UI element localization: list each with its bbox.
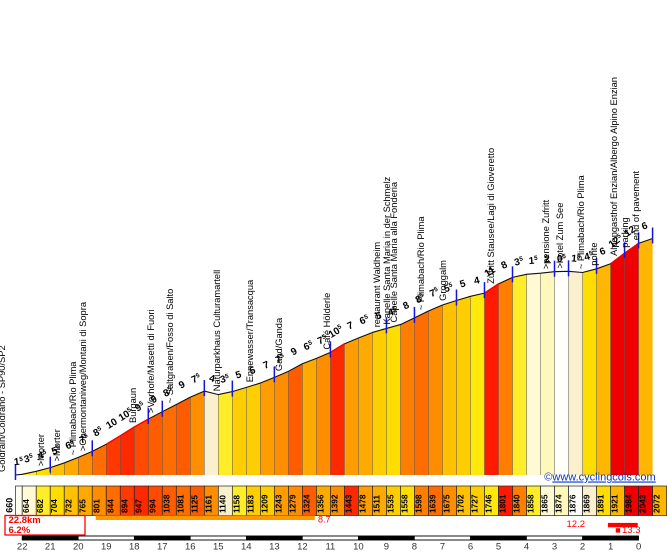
svg-text:7: 7: [440, 542, 445, 553]
svg-text:12.2: 12.2: [567, 519, 586, 530]
svg-text:10: 10: [353, 542, 364, 553]
svg-text:765: 765: [77, 499, 87, 513]
svg-text:>Vorhofe/Masetti di Fuori: >Vorhofe/Masetti di Fuori: [146, 309, 156, 413]
svg-text:>pensione Zufritt: >pensione Zufritt: [541, 199, 551, 269]
svg-text:19: 19: [101, 542, 112, 553]
svg-text:16: 16: [185, 542, 196, 553]
svg-text:18: 18: [129, 542, 140, 553]
svg-text:1801: 1801: [498, 494, 508, 513]
svg-text:947: 947: [133, 499, 143, 513]
svg-text:Ennewasser/Transacqua: Ennewasser/Transacqua: [245, 279, 255, 382]
svg-text:©www.cyclingcols.com: ©www.cyclingcols.com: [544, 472, 655, 484]
svg-text:2: 2: [580, 542, 585, 553]
svg-text:>hotel Zum See: >hotel Zum See: [555, 203, 565, 269]
svg-text:20: 20: [73, 542, 84, 553]
svg-text:1081: 1081: [175, 494, 185, 513]
svg-text:1158: 1158: [231, 495, 241, 513]
svg-text:1535: 1535: [385, 494, 395, 513]
svg-text:Groggalm: Groggalm: [438, 260, 448, 301]
svg-text:704: 704: [49, 499, 59, 513]
svg-text:Café Hölderle: Café Hölderle: [322, 293, 332, 350]
svg-text:1675: 1675: [441, 494, 451, 513]
svg-text:1443: 1443: [343, 494, 353, 513]
svg-text:ponte: ponte: [589, 242, 599, 265]
svg-text:13.3: 13.3: [622, 525, 641, 536]
svg-text:801: 801: [91, 499, 101, 513]
svg-text:9: 9: [384, 542, 389, 553]
svg-text:1356: 1356: [315, 494, 325, 513]
svg-text:660: 660: [5, 498, 15, 513]
svg-text:restaurant Waldheim: restaurant Waldheim: [372, 242, 382, 328]
svg-text:1921: 1921: [610, 494, 620, 513]
svg-text:1125: 1125: [189, 495, 199, 513]
svg-text:Gand/Ganda: Gand/Ganda: [274, 317, 284, 371]
svg-text:~ Plimabach/Rio Plima: ~ Plimabach/Rio Plima: [416, 216, 426, 311]
svg-text:1702: 1702: [455, 494, 465, 513]
svg-text:844: 844: [105, 499, 115, 513]
svg-text:Goldrain/Coldrano - SP90/SP2: Goldrain/Coldrano - SP90/SP2: [0, 345, 7, 472]
svg-text:1891: 1891: [596, 494, 606, 513]
svg-text:0: 0: [636, 542, 641, 553]
svg-text:Burgaun: Burgaun: [128, 388, 138, 423]
svg-text:~ Saltgraben/Fosso di Salto: ~ Saltgraben/Fosso di Salto: [165, 289, 175, 403]
svg-text:1746: 1746: [483, 494, 493, 513]
svg-text:Naturparkhaus Culturamartell: Naturparkhaus Culturamartell: [212, 270, 222, 391]
svg-text:1558: 1558: [399, 494, 409, 513]
svg-text:1478: 1478: [357, 494, 367, 513]
svg-text:15: 15: [213, 542, 224, 553]
svg-text:5: 5: [496, 542, 501, 553]
svg-text:1865: 1865: [540, 494, 550, 513]
svg-text:3: 3: [552, 542, 557, 553]
svg-text:parking: parking: [620, 217, 630, 248]
svg-text:1324: 1324: [301, 494, 311, 513]
svg-text:~ Plimabach/Rio Plima: ~ Plimabach/Rio Plima: [68, 361, 78, 456]
svg-text:664: 664: [21, 499, 31, 513]
svg-text:1140: 1140: [217, 495, 227, 513]
svg-text:2072: 2072: [652, 494, 662, 513]
svg-text:2043: 2043: [638, 494, 648, 513]
svg-text:1598: 1598: [413, 494, 423, 513]
svg-text:1243: 1243: [273, 494, 283, 513]
svg-text:1392: 1392: [329, 494, 339, 513]
svg-text:22: 22: [17, 542, 28, 553]
svg-text:17: 17: [157, 542, 168, 553]
svg-text:end of pavement: end of pavement: [631, 171, 641, 241]
svg-text:Zufritt Stausee/Lagi di Giover: Zufritt Stausee/Lagi di Gioveretto: [486, 148, 496, 284]
svg-text:11: 11: [325, 542, 335, 553]
svg-text:1727: 1727: [469, 494, 479, 513]
svg-text:~ Plimabach/Rio Plima: ~ Plimabach/Rio Plima: [576, 174, 586, 269]
svg-text:1038: 1038: [161, 494, 171, 513]
svg-text:682: 682: [35, 499, 45, 513]
svg-text:Alpengasthof Enzian/Albergo Al: Alpengasthof Enzian/Albergo Alpino Enzia…: [609, 77, 619, 256]
svg-text:1511: 1511: [371, 495, 381, 513]
svg-text:1840: 1840: [512, 494, 522, 513]
svg-text:894: 894: [119, 499, 129, 513]
svg-text:1161: 1161: [203, 495, 213, 513]
svg-text:1183: 1183: [245, 495, 255, 513]
svg-text:732: 732: [63, 499, 73, 513]
svg-text:8: 8: [412, 542, 417, 553]
svg-text:8.7: 8.7: [318, 515, 331, 525]
svg-text:1984: 1984: [624, 494, 634, 513]
svg-text:1279: 1279: [287, 494, 297, 513]
svg-text:4: 4: [524, 542, 529, 553]
svg-text:6: 6: [468, 542, 473, 553]
svg-text:14: 14: [241, 542, 252, 553]
svg-text:13: 13: [269, 542, 280, 553]
svg-text:>Morter: >Morter: [36, 434, 46, 466]
svg-text:21: 21: [45, 542, 56, 553]
svg-text:6.2%: 6.2%: [9, 525, 31, 536]
svg-text:Capelle Santa Maria alla Fonde: Capelle Santa Maria alla Fonderia: [389, 181, 399, 322]
svg-text:1209: 1209: [259, 494, 269, 513]
svg-text:1: 1: [608, 542, 613, 553]
svg-text:1869: 1869: [582, 494, 592, 513]
svg-text:1639: 1639: [427, 494, 437, 513]
svg-text:>Obermontaniweg/Montani di Sop: >Obermontaniweg/Montani di Sopra: [78, 301, 88, 451]
svg-text:1874: 1874: [554, 494, 564, 513]
svg-text:>Morter: >Morter: [52, 429, 62, 461]
svg-text:12: 12: [297, 542, 308, 553]
svg-text:1858: 1858: [526, 494, 536, 513]
svg-text:1876: 1876: [568, 494, 578, 513]
svg-text:994: 994: [147, 499, 157, 513]
